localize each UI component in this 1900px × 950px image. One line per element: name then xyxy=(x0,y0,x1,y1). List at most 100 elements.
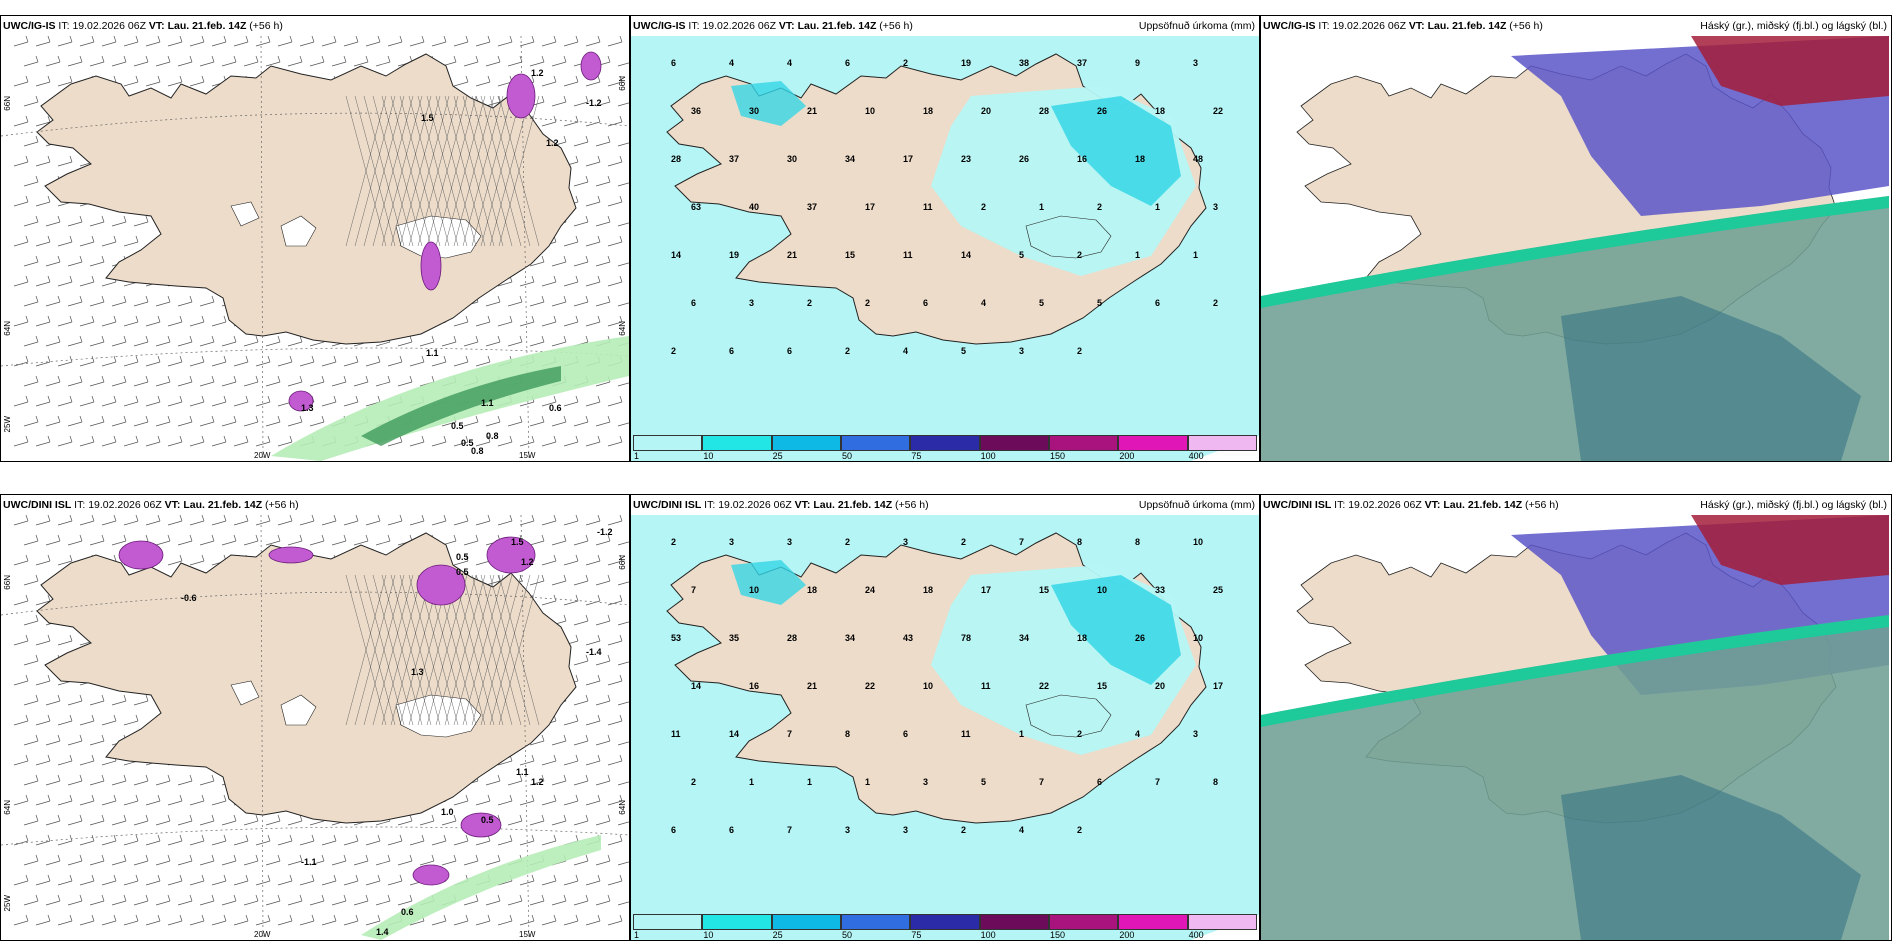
value-label: 4 xyxy=(787,58,792,68)
model-name: UWC/IG-IS xyxy=(3,20,56,32)
value-label: 9 xyxy=(1135,58,1140,68)
value-label: 28 xyxy=(1039,106,1049,116)
front-band xyxy=(1261,196,1889,308)
value-label: 43 xyxy=(903,633,913,643)
precip-hatching xyxy=(345,95,540,247)
colorbar-tick: 150 xyxy=(1050,930,1066,940)
value-label: 2 xyxy=(671,537,676,547)
value-label: 0.6 xyxy=(401,907,414,917)
value-label: 1.2 xyxy=(521,557,534,567)
value-label: 34 xyxy=(845,154,855,164)
it-label: IT: xyxy=(58,20,70,32)
value-label: 40 xyxy=(749,202,759,212)
precip-cell xyxy=(580,51,602,81)
value-label: 6 xyxy=(691,298,696,308)
value-label: 2 xyxy=(691,777,696,787)
value-label: 0.8 xyxy=(471,446,484,456)
vt-label: VT: xyxy=(164,499,181,511)
value-label: 11 xyxy=(671,729,681,739)
value-label: 2 xyxy=(807,298,812,308)
value-label: 1 xyxy=(749,777,754,787)
value-label: 6 xyxy=(787,346,792,356)
value-label: 0.5 xyxy=(456,552,469,562)
panel-title: Uppsöfnuð úrkoma (mm) xyxy=(1138,20,1255,32)
value-label: 10 xyxy=(1097,585,1107,595)
value-label: 30 xyxy=(749,106,759,116)
value-label: 18 xyxy=(923,585,933,595)
value-label: 1.2 xyxy=(531,777,544,787)
precip-cell xyxy=(118,540,164,570)
panel-header: UWC/DINI ISL IT: 19.02.2026 06Z VT: Lau.… xyxy=(3,499,299,511)
glacier-outline xyxy=(1025,215,1112,259)
colorbar-tick: 25 xyxy=(772,451,783,461)
colorbar-tick: 200 xyxy=(1119,451,1135,461)
lat-label-right-64n: 64N xyxy=(618,800,627,815)
it-value: 19.02.2026 06Z xyxy=(1332,20,1406,32)
colorbar-swatch xyxy=(1187,914,1257,930)
vt-value: Lau. 21.feb. 14Z xyxy=(797,20,877,32)
value-label: 3 xyxy=(903,825,908,835)
colorbar-swatch xyxy=(633,914,703,930)
value-label: 37 xyxy=(1077,58,1087,68)
value-label: 10 xyxy=(749,585,759,595)
value-label: 2 xyxy=(961,825,966,835)
value-label: 11 xyxy=(961,729,971,739)
value-label: 7 xyxy=(1019,537,1024,547)
panel-header: UWC/IG-IS IT: 19.02.2026 06Z VT: Lau. 21… xyxy=(1263,20,1543,32)
value-label: 3 xyxy=(729,537,734,547)
colorbar-tick: 25 xyxy=(772,930,783,940)
value-label: 1 xyxy=(1135,250,1140,260)
value-label: 36 xyxy=(691,106,701,116)
lead-time: (+56 h) xyxy=(265,499,299,511)
colorbar-swatch xyxy=(979,435,1049,451)
colorbar-swatch xyxy=(771,435,841,451)
precip-colorbar: 1 10 25 50 75 100 150 200 400 xyxy=(633,914,1257,940)
precip-mid xyxy=(1051,575,1181,685)
value-label: 14 xyxy=(961,250,971,260)
value-label: 1.5 xyxy=(421,113,434,123)
value-label: 1 xyxy=(1039,202,1044,212)
value-label: 18 xyxy=(807,585,817,595)
value-label: 8 xyxy=(1213,777,1218,787)
precip-colorbar: 1 10 25 50 75 100 150 200 400 xyxy=(633,435,1257,461)
value-label: 2 xyxy=(1213,298,1218,308)
lat-label-25w: 25W xyxy=(3,895,12,912)
colorbar-swatch xyxy=(771,914,841,930)
vt-value: Lau. 21.feb. 14Z xyxy=(1443,499,1523,511)
value-label: 6 xyxy=(729,346,734,356)
value-label: 4 xyxy=(1135,729,1140,739)
value-label: 1 xyxy=(1193,250,1198,260)
value-label: 21 xyxy=(787,250,797,260)
value-label: 0.5 xyxy=(451,421,464,431)
value-label: 0.5 xyxy=(461,438,474,448)
colorbar-swatch xyxy=(841,914,911,930)
value-label: 2 xyxy=(1097,202,1102,212)
value-label: 3 xyxy=(1019,346,1024,356)
value-label: 1.0 xyxy=(441,807,454,817)
colorbar-swatch xyxy=(910,914,980,930)
lat-label-right-64n: 64N xyxy=(618,321,627,336)
lat-label-64n: 64N xyxy=(3,800,12,815)
value-label: 48 xyxy=(1193,154,1203,164)
lon-label-15w: 15W xyxy=(519,930,536,939)
high-cloud xyxy=(1691,515,1889,585)
value-label: 1.2 xyxy=(546,138,559,148)
precip-cell xyxy=(268,546,314,564)
panel-title: Háský (gr.), miðský (fj.bl.) og lágský (… xyxy=(1700,499,1887,511)
value-label: 1.2 xyxy=(531,68,544,78)
colorbar-tick: 50 xyxy=(842,451,853,461)
lat-label-right-66n: 66N xyxy=(618,76,627,91)
value-label: 28 xyxy=(787,633,797,643)
model-name: UWC/IG-IS xyxy=(1263,20,1316,32)
colorbar-swatch xyxy=(1118,914,1188,930)
value-label: 4 xyxy=(1019,825,1024,835)
vt-value: Lau. 21.feb. 14Z xyxy=(1427,20,1507,32)
value-label: 78 xyxy=(961,633,971,643)
low-cloud-dense xyxy=(1561,296,1861,461)
glacier-outline xyxy=(1025,694,1112,738)
precip-cell xyxy=(412,864,450,886)
value-label: 26 xyxy=(1097,106,1107,116)
lon-label-20w: 20W xyxy=(254,930,271,939)
glacier-small xyxy=(230,680,260,706)
value-label: 8 xyxy=(845,729,850,739)
